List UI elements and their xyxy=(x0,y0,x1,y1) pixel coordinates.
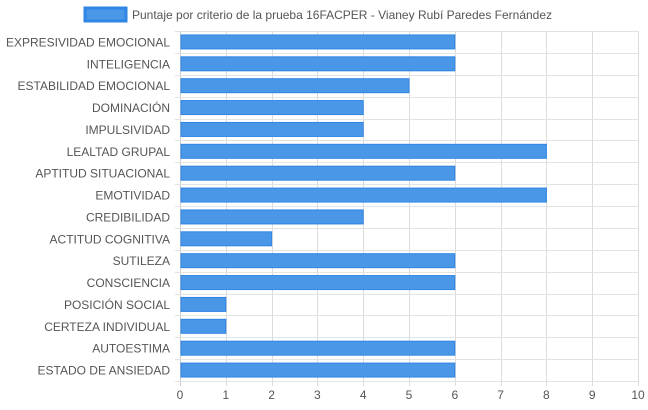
category-label: ESTABILIDAD EMOCIONAL xyxy=(18,79,171,93)
x-tick-label: 8 xyxy=(543,388,550,402)
bar[interactable] xyxy=(180,187,547,203)
legend-swatch xyxy=(83,6,128,23)
bar[interactable] xyxy=(180,209,364,225)
category-label: ACTITUD COGNITIVA xyxy=(50,232,170,246)
x-axis-labels: 0 1 2 3 4 5 6 7 8 9 10 xyxy=(177,388,645,402)
bar[interactable] xyxy=(180,231,273,247)
bar[interactable] xyxy=(180,121,364,137)
category-label: IMPULSIVIDAD xyxy=(85,123,170,137)
bar[interactable] xyxy=(180,318,227,334)
category-label: SUTILEZA xyxy=(113,254,170,268)
x-tick-label: 4 xyxy=(360,388,367,402)
x-tick-label: 6 xyxy=(451,388,458,402)
x-tick-label: 3 xyxy=(314,388,321,402)
category-label: CONSCIENCIA xyxy=(87,276,170,290)
bar[interactable] xyxy=(180,253,456,269)
category-label: AUTOESTIMA xyxy=(92,342,170,356)
category-label: EMOTIVIDAD xyxy=(95,189,170,203)
bars xyxy=(180,34,547,378)
x-tick-label: 10 xyxy=(631,388,645,402)
bar[interactable] xyxy=(180,56,456,72)
bar[interactable] xyxy=(180,362,456,378)
category-label: CREDIBILIDAD xyxy=(86,210,170,224)
bar[interactable] xyxy=(180,143,547,159)
x-tick-label: 7 xyxy=(497,388,504,402)
bar[interactable] xyxy=(180,100,364,116)
category-label: DOMINACIÓN xyxy=(92,100,170,115)
x-tick-label: 1 xyxy=(222,388,229,402)
bar[interactable] xyxy=(180,275,456,291)
category-label: ESTADO DE ANSIEDAD xyxy=(38,364,171,378)
bar[interactable] xyxy=(180,165,456,181)
bar[interactable] xyxy=(180,296,227,312)
category-label: CERTEZA INDIVIDUAL xyxy=(44,320,170,334)
x-tick-label: 0 xyxy=(177,388,184,402)
category-label: LEALTAD GRUPAL xyxy=(67,145,171,159)
x-tick-label: 5 xyxy=(406,388,413,402)
category-label: EXPRESIVIDAD EMOCIONAL xyxy=(6,35,170,49)
bar[interactable] xyxy=(180,34,456,50)
y-axis-labels: EXPRESIVIDAD EMOCIONAL INTELIGENCIA ESTABI… xyxy=(6,35,170,377)
bar[interactable] xyxy=(180,340,456,356)
bar[interactable] xyxy=(180,78,410,94)
x-tick-label: 9 xyxy=(589,388,596,402)
legend[interactable]: Puntaje por criterio de la prueba 16FACP… xyxy=(83,6,552,23)
x-tick-label: 2 xyxy=(268,388,275,402)
category-label: POSICIÓN SOCIAL xyxy=(64,297,170,312)
legend-label: Puntaje por criterio de la prueba 16FACP… xyxy=(132,8,552,22)
category-label: APTITUD SITUACIONAL xyxy=(35,167,170,181)
category-label: INTELIGENCIA xyxy=(87,57,170,71)
